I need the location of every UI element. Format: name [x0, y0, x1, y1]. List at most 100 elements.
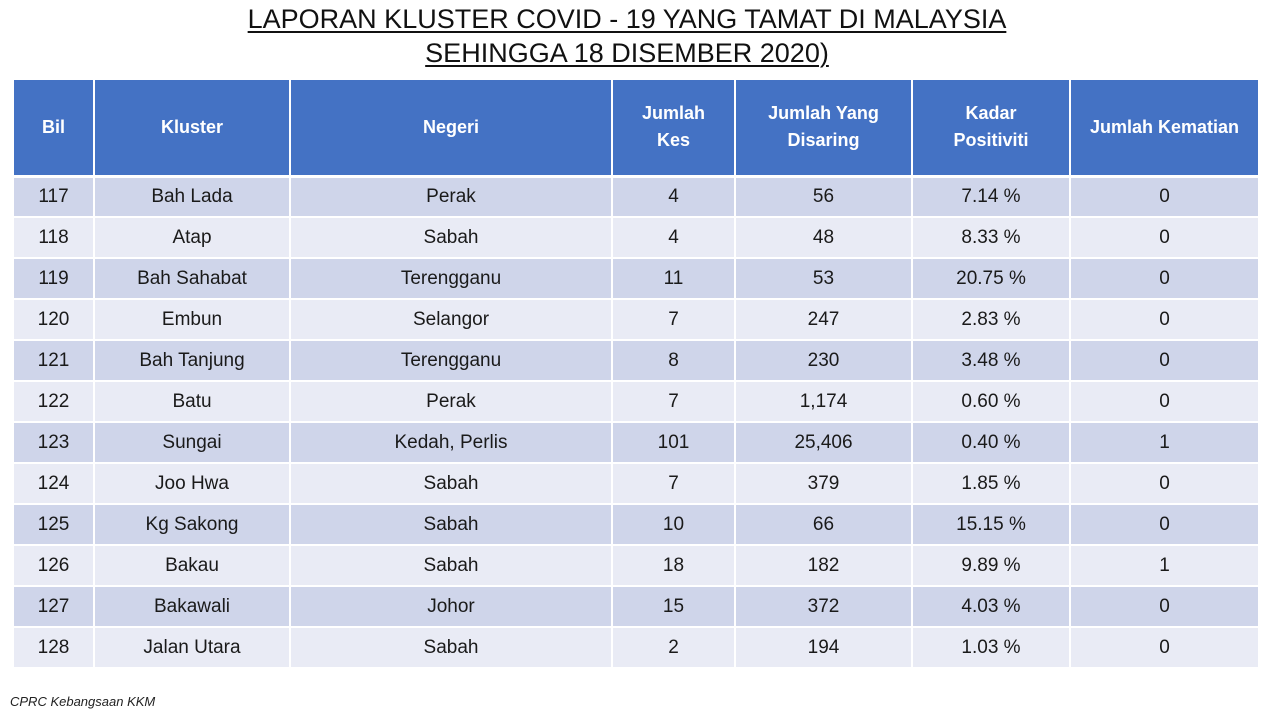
cell-kluster: Sungai: [94, 422, 291, 464]
cell-disaring: 247: [735, 299, 913, 341]
cell-kes: 8: [612, 340, 736, 382]
header-kadar-positiviti: Kadar Positiviti: [912, 80, 1071, 178]
cell-kematian: 1: [1070, 545, 1258, 587]
cell-positiviti: 2.83 %: [912, 299, 1071, 341]
cell-negeri: Terengganu: [290, 340, 613, 382]
cell-kematian: 0: [1070, 340, 1258, 382]
table-row: 119 Bah Sahabat Terengganu 11 53 20.75 %…: [14, 258, 1258, 300]
cell-disaring: 379: [735, 463, 913, 505]
cell-kematian: 0: [1070, 381, 1258, 423]
cell-kes: 18: [612, 545, 736, 587]
cell-positiviti: 0.60 %: [912, 381, 1071, 423]
cell-kematian: 0: [1070, 258, 1258, 300]
table-row: 128 Jalan Utara Sabah 2 194 1.03 % 0: [14, 627, 1258, 669]
table-row: 120 Embun Selangor 7 247 2.83 % 0: [14, 299, 1258, 341]
table-row: 117 Bah Lada Perak 4 56 7.14 % 0: [14, 176, 1258, 218]
cell-disaring: 56: [735, 176, 913, 218]
header-bil: Bil: [14, 80, 95, 178]
cell-bil: 119: [14, 258, 95, 300]
cell-positiviti: 3.48 %: [912, 340, 1071, 382]
table-row: 122 Batu Perak 7 1,174 0.60 % 0: [14, 381, 1258, 423]
cell-kematian: 1: [1070, 422, 1258, 464]
cell-kluster: Batu: [94, 381, 291, 423]
cell-kes: 7: [612, 463, 736, 505]
cell-kluster: Bah Sahabat: [94, 258, 291, 300]
cell-kluster: Atap: [94, 217, 291, 259]
report-title: LAPORAN KLUSTER COVID - 19 YANG TAMAT DI…: [0, 2, 1254, 70]
cell-positiviti: 0.40 %: [912, 422, 1071, 464]
cell-positiviti: 9.89 %: [912, 545, 1071, 587]
cell-positiviti: 1.03 %: [912, 627, 1071, 669]
cell-bil: 124: [14, 463, 95, 505]
cell-bil: 127: [14, 586, 95, 628]
table-row: 123 Sungai Kedah, Perlis 101 25,406 0.40…: [14, 422, 1258, 464]
cell-kematian: 0: [1070, 299, 1258, 341]
cell-positiviti: 15.15 %: [912, 504, 1071, 546]
cell-negeri: Sabah: [290, 627, 613, 669]
cell-negeri: Terengganu: [290, 258, 613, 300]
header-jumlah-kematian: Jumlah Kematian: [1070, 80, 1258, 178]
cell-kematian: 0: [1070, 176, 1258, 218]
cell-disaring: 372: [735, 586, 913, 628]
cell-positiviti: 1.85 %: [912, 463, 1071, 505]
cell-positiviti: 8.33 %: [912, 217, 1071, 259]
cell-kes: 15: [612, 586, 736, 628]
table-row: 126 Bakau Sabah 18 182 9.89 % 1: [14, 545, 1258, 587]
cell-negeri: Johor: [290, 586, 613, 628]
cell-bil: 121: [14, 340, 95, 382]
cell-negeri: Sabah: [290, 504, 613, 546]
table-header: Bil Kluster Negeri Jumlah Kes Jumlah Yan…: [14, 80, 1258, 178]
cell-disaring: 48: [735, 217, 913, 259]
cell-bil: 118: [14, 217, 95, 259]
cell-kluster: Joo Hwa: [94, 463, 291, 505]
cell-bil: 120: [14, 299, 95, 341]
cell-kes: 101: [612, 422, 736, 464]
table-row: 127 Bakawali Johor 15 372 4.03 % 0: [14, 586, 1258, 628]
cell-kes: 4: [612, 176, 736, 218]
header-jumlah-disaring: Jumlah Yang Disaring: [735, 80, 913, 178]
table-row: 124 Joo Hwa Sabah 7 379 1.85 % 0: [14, 463, 1258, 505]
cell-kes: 11: [612, 258, 736, 300]
cell-kluster: Jalan Utara: [94, 627, 291, 669]
cell-negeri: Sabah: [290, 545, 613, 587]
cell-kes: 10: [612, 504, 736, 546]
report-title-line-1: LAPORAN KLUSTER COVID - 19 YANG TAMAT DI…: [247, 4, 1007, 34]
cell-kluster: Bakau: [94, 545, 291, 587]
cell-kematian: 0: [1070, 463, 1258, 505]
cell-bil: 123: [14, 422, 95, 464]
cell-kluster: Bakawali: [94, 586, 291, 628]
report-title-line-2: SEHINGGA 18 DISEMBER 2020): [425, 38, 829, 68]
cell-kes: 7: [612, 381, 736, 423]
cell-bil: 117: [14, 176, 95, 218]
cell-disaring: 66: [735, 504, 913, 546]
source-note: CPRC Kebangsaan KKM: [10, 694, 156, 709]
cell-positiviti: 20.75 %: [912, 258, 1071, 300]
cell-negeri: Perak: [290, 381, 613, 423]
cell-kes: 4: [612, 217, 736, 259]
cell-negeri: Perak: [290, 176, 613, 218]
cell-positiviti: 4.03 %: [912, 586, 1071, 628]
cell-bil: 125: [14, 504, 95, 546]
cell-kes: 2: [612, 627, 736, 669]
table-row: 118 Atap Sabah 4 48 8.33 % 0: [14, 217, 1258, 259]
cluster-table: Bil Kluster Negeri Jumlah Kes Jumlah Yan…: [14, 80, 1258, 669]
cell-kematian: 0: [1070, 586, 1258, 628]
cell-disaring: 53: [735, 258, 913, 300]
cell-disaring: 182: [735, 545, 913, 587]
cell-kluster: Embun: [94, 299, 291, 341]
table-row: 121 Bah Tanjung Terengganu 8 230 3.48 % …: [14, 340, 1258, 382]
table-row: 125 Kg Sakong Sabah 10 66 15.15 % 0: [14, 504, 1258, 546]
cell-negeri: Selangor: [290, 299, 613, 341]
cell-bil: 128: [14, 627, 95, 669]
cell-negeri: Sabah: [290, 217, 613, 259]
cell-kematian: 0: [1070, 504, 1258, 546]
cell-kluster: Kg Sakong: [94, 504, 291, 546]
cell-kes: 7: [612, 299, 736, 341]
cell-disaring: 25,406: [735, 422, 913, 464]
cell-kematian: 0: [1070, 217, 1258, 259]
cell-kluster: Bah Tanjung: [94, 340, 291, 382]
cell-kluster: Bah Lada: [94, 176, 291, 218]
cell-kematian: 0: [1070, 627, 1258, 669]
header-kluster: Kluster: [94, 80, 291, 178]
cell-disaring: 230: [735, 340, 913, 382]
